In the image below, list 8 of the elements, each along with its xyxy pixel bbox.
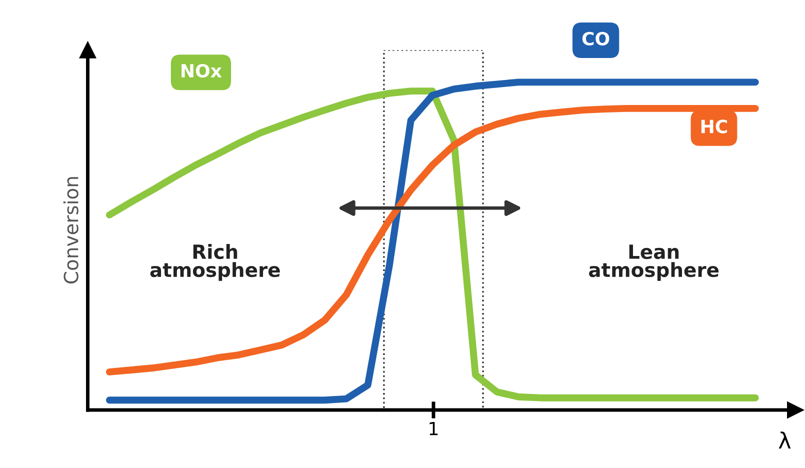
text: NOx [182,64,222,78]
text: CO [582,32,610,46]
text: 1 [430,422,438,436]
series-label: HC [701,120,727,134]
x-axis-title: λ [778,432,791,448]
annotation: Lean atmosphere [588,244,719,281]
y-axis-title: Conversion [63,177,78,284]
annotation: Rich atmosphere [150,244,280,281]
